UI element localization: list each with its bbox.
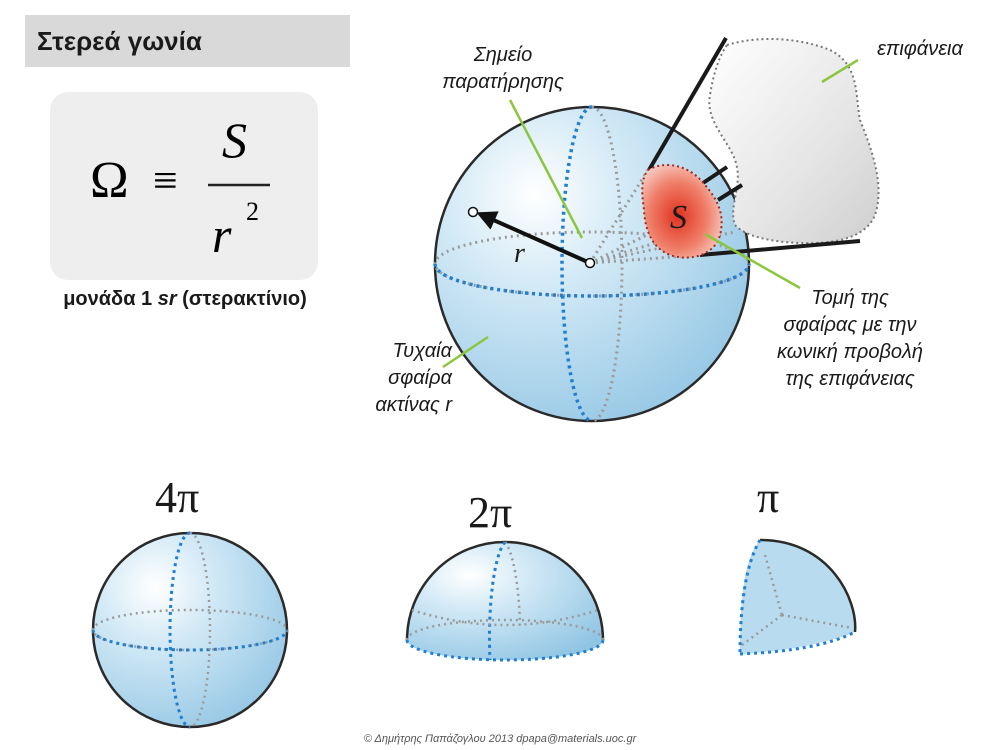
observation-point-dot — [584, 257, 596, 269]
cone-edge-mid2 — [716, 183, 744, 202]
cone-outer-lines — [647, 36, 861, 257]
unit-prefix: μονάδα 1 — [63, 288, 158, 310]
quarter-outline — [759, 538, 857, 633]
hemisphere-rim — [405, 639, 605, 662]
observation-point-label: Σημείο παρατήρησης — [438, 42, 568, 96]
numerator-s: S — [222, 112, 247, 168]
cone-edge-top — [647, 36, 728, 172]
cone-line-3 — [589, 230, 736, 265]
intersection-spot — [641, 164, 723, 259]
sphere-label-line-2: σφαίρα — [388, 367, 452, 389]
observation-label-line-1: Σημείο — [473, 44, 533, 66]
random-sphere-label: Τυχαία σφαίρα ακτίνας r — [342, 338, 452, 419]
quarter-left-edge — [738, 539, 762, 655]
radius-symbol-r: r — [514, 238, 525, 269]
sphere-label-line-3: ακτίνας r — [375, 394, 452, 416]
label-pi: π — [757, 473, 779, 522]
cone-line-1 — [588, 169, 650, 264]
example-hemisphere — [405, 540, 605, 662]
unit-caption: μονάδα 1 sr (στερακτίνιο) — [0, 288, 370, 311]
sphere-label-line-1: Τυχαία — [392, 340, 452, 362]
intersection-label-line-2: σφαίρας με την — [783, 314, 917, 336]
slide-title: Στερεά γωνία — [25, 15, 350, 67]
sphere-point-dot — [467, 206, 479, 218]
hemisphere-body — [407, 542, 603, 660]
footer-copyright: © Δημήτρης Παπάζογλου 2013 dpapa@materia… — [363, 733, 637, 745]
front-meridian — [560, 105, 593, 423]
omega-symbol: Ω — [90, 152, 129, 209]
quarter-bottom-edge — [739, 630, 856, 656]
example-full-sphere — [91, 531, 289, 729]
quarter-body — [740, 540, 856, 654]
leader-intersection — [704, 232, 801, 290]
unit-suffix: (στερακτίνιο) — [176, 288, 307, 310]
denominator-r: r — [212, 207, 232, 263]
quarter-vertical-seam — [763, 554, 784, 616]
label-4pi: 4π — [155, 473, 199, 522]
cone-line-5 — [589, 238, 666, 265]
leader-observation — [508, 99, 584, 239]
label-2pi: 2π — [468, 488, 512, 537]
leader-sphere — [442, 335, 489, 369]
exponent-two: 2 — [246, 197, 259, 226]
solid-angle-formula: Ω ≡ S r 2 — [90, 112, 270, 263]
hemisphere-hidden-rim — [405, 618, 605, 641]
quarter-left-seam — [741, 614, 783, 646]
intersection-label-line-1: Τομή της — [811, 287, 889, 309]
observation-label-line-2: παρατήρησης — [442, 71, 564, 93]
area-symbol-s: S — [670, 199, 687, 236]
intersection-label: Τομή της σφαίρας με την κωνική προβολή τ… — [760, 285, 940, 393]
cone-edge-mid1 — [698, 165, 729, 187]
hemisphere-meridian — [487, 541, 507, 661]
radius-arrow — [476, 211, 591, 265]
full-sphere-body — [91, 531, 289, 729]
leader-lines — [442, 58, 859, 369]
unit-symbol: sr — [157, 288, 177, 310]
example-quarter-sphere — [738, 538, 857, 656]
intersection-label-line-4: της επιφάνειας — [785, 368, 915, 390]
leader-surface — [821, 58, 859, 84]
intersection-label-line-3: κωνική προβολή — [777, 341, 923, 363]
full-sphere-meridian — [168, 531, 191, 729]
formula-panel: Ω ≡ S r 2 — [50, 92, 318, 280]
surface-shape — [708, 38, 880, 245]
cone-edge-bottom — [699, 239, 861, 257]
equiv-symbol: ≡ — [153, 156, 178, 205]
surface-label: επιφάνεια — [877, 38, 963, 60]
full-sphere-equator — [91, 629, 289, 652]
